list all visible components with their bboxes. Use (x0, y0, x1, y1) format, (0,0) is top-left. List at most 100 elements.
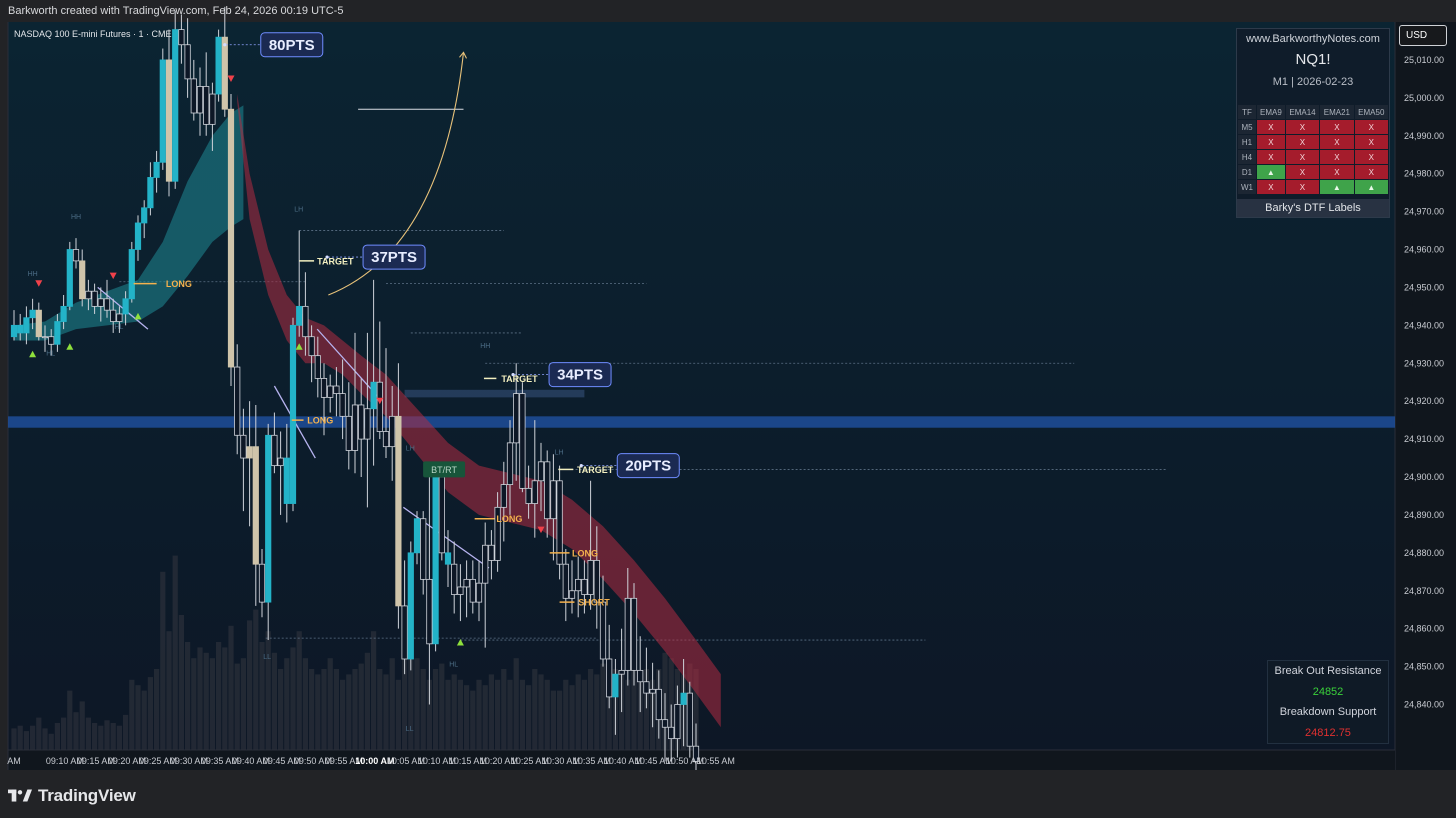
swing-label: LH (406, 445, 415, 452)
price-tick-label: 24,980.00 (1404, 169, 1444, 179)
candle-body (159, 59, 166, 163)
candle-body (320, 378, 328, 398)
ema-cell: X (1256, 149, 1286, 165)
ema-cell: X (1353, 134, 1390, 150)
resistance-value: 24852 (1312, 685, 1344, 698)
volume-bar (240, 658, 246, 750)
volume-bar (172, 555, 178, 750)
candle-body (599, 601, 607, 660)
buy-marker (295, 343, 303, 350)
table-row: M5 X X X X (1237, 119, 1390, 135)
volume-bar (457, 679, 463, 750)
tradingview-logo[interactable]: TradingView (8, 786, 136, 806)
volume-bar (129, 679, 135, 750)
candle-body (587, 560, 594, 595)
candle-body (153, 161, 160, 178)
volume-bar (619, 674, 625, 750)
time-tick-label: 10:05 AM (387, 756, 425, 766)
candle-body (60, 305, 67, 322)
candle-body (674, 704, 681, 740)
table-row: W1 X X ▲ ▲ (1237, 179, 1390, 195)
time-tick-label: 10:00 AM (355, 756, 394, 766)
swing-label: LL (263, 654, 271, 661)
candle-body (258, 563, 266, 603)
price-tick-label: 24,950.00 (1404, 282, 1444, 292)
candle-body (420, 518, 427, 580)
volume-bar (228, 625, 234, 750)
swing-label: LH (555, 449, 564, 456)
candle-body (531, 480, 538, 504)
candle-body (85, 290, 92, 300)
time-tick-label: 10:15 AM (449, 756, 487, 766)
currency-button[interactable]: USD (1399, 25, 1447, 46)
candle-body (643, 681, 650, 694)
time-tick-label: 09:30 AM (170, 756, 208, 766)
volume-bar (54, 723, 60, 750)
candle-body (54, 321, 61, 345)
buy-marker (66, 343, 74, 350)
candle-body (72, 249, 80, 262)
candle-body (41, 336, 49, 339)
price-chart[interactable]: NASDAQ 100 E-mini Futures · 1 · CME LONG L… (0, 0, 1456, 770)
time-tick-label: 09:20 AM (108, 756, 146, 766)
time-tick-label: AM (7, 756, 21, 766)
volume-bar (265, 631, 271, 750)
volume-bar (395, 679, 401, 750)
signal-label-long: LONG (572, 548, 598, 558)
volume-bar (414, 658, 420, 750)
ema-cell: X (1256, 134, 1286, 150)
volume-bar (383, 674, 389, 750)
points-callout-box (616, 453, 680, 479)
volume-bar (594, 674, 600, 750)
swing-label: HH (28, 271, 38, 278)
candle-body (655, 688, 662, 721)
time-tick-label: 10:35 AM (573, 756, 611, 766)
volume-bar (470, 690, 476, 750)
volume-bar (426, 679, 432, 750)
candle-body (463, 578, 470, 588)
candle-body (29, 309, 36, 319)
candle-body (618, 669, 625, 675)
price-axis-panel (1395, 22, 1456, 770)
candle-body (426, 578, 433, 645)
table-row: H4 X X X X (1237, 149, 1390, 165)
time-tick-label: 09:35 AM (201, 756, 239, 766)
candle-body (438, 476, 445, 554)
volume-bar (420, 669, 426, 750)
row-timeframe: M5 (1237, 119, 1257, 135)
volume-bar (166, 631, 172, 750)
volume-bar (544, 679, 550, 750)
table-site-label: www.BarkworthyNotes.com (1246, 33, 1380, 45)
candle-body (265, 434, 272, 603)
volume-bar (581, 679, 587, 750)
time-tick-label: 10:55 AM (697, 756, 735, 766)
candle-body (351, 404, 359, 451)
table-symbol: NQ1! (1295, 51, 1331, 68)
signal-label-target: TARGET (577, 465, 614, 475)
sell-marker (35, 280, 43, 287)
candle-body (283, 457, 290, 504)
volume-bar (643, 669, 649, 750)
trendline (402, 506, 490, 569)
volume-bar (135, 685, 141, 750)
signal-label-long: LONG (307, 416, 333, 426)
volume-bar (445, 679, 451, 750)
price-tick-label: 24,990.00 (1404, 131, 1444, 141)
swing-label: HH (71, 214, 81, 221)
ema-cell: X (1256, 119, 1286, 135)
tradingview-logo-icon (8, 789, 32, 802)
candle-body (500, 484, 507, 508)
candle-body (302, 305, 309, 338)
volume-bar (371, 631, 377, 750)
candle-body (506, 442, 514, 485)
candle-body (370, 381, 377, 410)
bt-rt-label: BT/RT (431, 465, 457, 475)
volume-bar (588, 669, 594, 750)
volume-bar (321, 669, 327, 750)
candle-body (525, 487, 532, 504)
volume-bar (203, 652, 209, 750)
volume-bar (11, 728, 17, 750)
volume-bar (501, 669, 507, 750)
volume-bar (482, 685, 488, 750)
candle-body (649, 688, 656, 694)
